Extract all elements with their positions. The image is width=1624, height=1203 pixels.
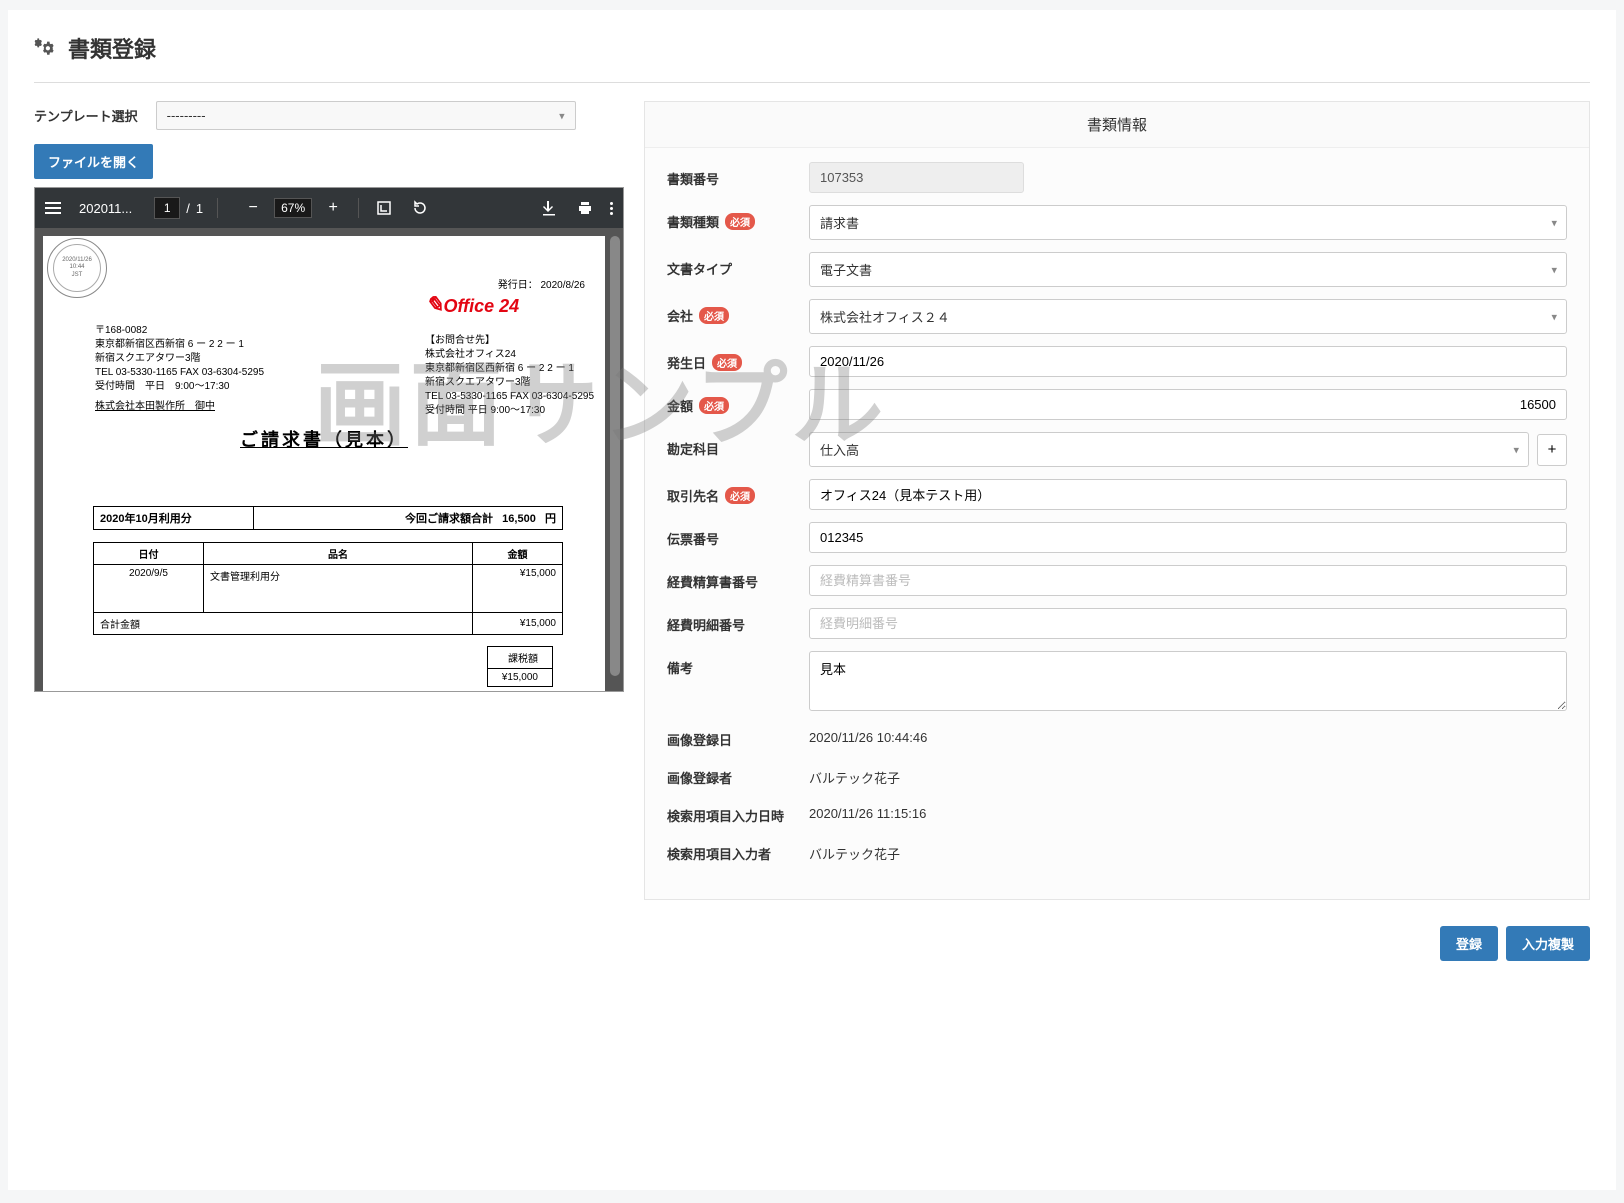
- account-select[interactable]: 仕入高: [809, 432, 1529, 467]
- pdf-page-input[interactable]: [154, 197, 180, 219]
- duplicate-button[interactable]: 入力複製: [1506, 926, 1590, 961]
- pdf-download-icon[interactable]: [538, 197, 560, 219]
- template-select[interactable]: ---------: [156, 101, 576, 130]
- contact-block: 【お問合せ先】 株式会社オフィス24 東京都新宿区西新宿 6 ー 2 2 ー 1…: [425, 334, 594, 418]
- pdf-filename: 202011...: [79, 201, 132, 216]
- pdf-zoom-in-button[interactable]: +: [322, 197, 344, 219]
- pdf-fit-page-icon[interactable]: [373, 197, 395, 219]
- page-title: 書類登録: [68, 32, 156, 64]
- label-file-type: 文書タイプ: [667, 252, 797, 278]
- search-inp-date-value: 2020/11/26 11:15:16: [809, 806, 926, 821]
- pdf-menu-icon[interactable]: [45, 202, 61, 214]
- sender-block: 〒168-0082 東京都新宿区西新宿 6 ー 2 2 ー 1 新宿スクエアタワ…: [95, 324, 264, 414]
- occur-date-input[interactable]: [809, 346, 1567, 377]
- search-inp-user-value: バルテック花子: [809, 844, 900, 863]
- label-occur-date: 発生日 必須: [667, 346, 797, 372]
- detail-table: 日付 品名 金額 2020/9/5 文書管理利用分 ¥15,000 合計金額: [93, 542, 563, 635]
- required-badge: 必須: [725, 213, 755, 230]
- pdf-page-content: 2020/11/26 10:44 JST 発行日： 2020/8/26 〒168…: [43, 236, 605, 691]
- expense-detail-no-input[interactable]: [809, 608, 1567, 639]
- pdf-print-icon[interactable]: [574, 197, 596, 219]
- office24-logo: ✎Office 24: [425, 292, 519, 318]
- pdf-page-total: 1: [196, 201, 203, 216]
- slip-no-input[interactable]: [809, 522, 1567, 553]
- add-account-button[interactable]: +: [1537, 434, 1567, 466]
- pdf-toolbar: 202011... / 1 − 67% +: [35, 188, 623, 228]
- summary-table: 2020年10月利用分 今回ご請求額合計 16,500 円: [93, 506, 563, 530]
- file-type-select[interactable]: 電子文書: [809, 252, 1567, 287]
- amount-input[interactable]: [809, 389, 1567, 420]
- label-search-inp-date: 検索用項目入力日時: [667, 799, 797, 825]
- label-account: 勘定科目: [667, 432, 797, 458]
- label-expense-detail-no: 経費明細番号: [667, 608, 797, 634]
- timestamp-seal: 2020/11/26 10:44 JST: [47, 238, 107, 298]
- doc-no-value: 107353: [809, 162, 1024, 193]
- template-select-value: ---------: [167, 108, 206, 123]
- pdf-viewer: 202011... / 1 − 67% +: [34, 187, 624, 692]
- label-img-reg-user: 画像登録者: [667, 761, 797, 787]
- info-panel-title: 書類情報: [645, 102, 1589, 148]
- company-select[interactable]: 株式会社オフィス２４: [809, 299, 1567, 334]
- pdf-zoom-value: 67%: [274, 198, 312, 218]
- label-company: 会社 必須: [667, 299, 797, 325]
- doc-type-select[interactable]: 請求書: [809, 205, 1567, 240]
- open-file-button[interactable]: ファイルを開く: [34, 144, 153, 179]
- label-doc-no: 書類番号: [667, 162, 797, 188]
- pdf-zoom-out-button[interactable]: −: [242, 197, 264, 219]
- label-search-inp-user: 検索用項目入力者: [667, 837, 797, 863]
- expense-doc-no-input[interactable]: [809, 565, 1567, 596]
- remarks-textarea[interactable]: [809, 651, 1567, 711]
- template-label: テンプレート選択: [34, 106, 138, 125]
- label-slip-no: 伝票番号: [667, 522, 797, 548]
- invoice-title: ご請求書（見本）: [240, 426, 408, 452]
- label-doc-type: 書類種類 必須: [667, 205, 797, 231]
- tax-table: 課税額 ¥15,000: [487, 646, 553, 687]
- pdf-more-icon[interactable]: [610, 202, 613, 215]
- pdf-rotate-icon[interactable]: [409, 197, 431, 219]
- document-info-panel: 書類情報 書類番号 107353 書類種類 必須: [644, 101, 1590, 900]
- pdf-scrollbar[interactable]: [610, 236, 620, 676]
- gears-icon: [34, 36, 58, 60]
- label-amount: 金額 必須: [667, 389, 797, 415]
- img-reg-date-value: 2020/11/26 10:44:46: [809, 730, 927, 745]
- label-partner: 取引先名 必須: [667, 479, 797, 505]
- label-expense-doc-no: 経費精算書番号: [667, 565, 797, 591]
- register-button[interactable]: 登録: [1440, 926, 1498, 961]
- img-reg-user-value: バルテック花子: [809, 768, 900, 787]
- label-img-reg-date: 画像登録日: [667, 723, 797, 749]
- label-remarks: 備考: [667, 651, 797, 677]
- partner-input[interactable]: [809, 479, 1567, 510]
